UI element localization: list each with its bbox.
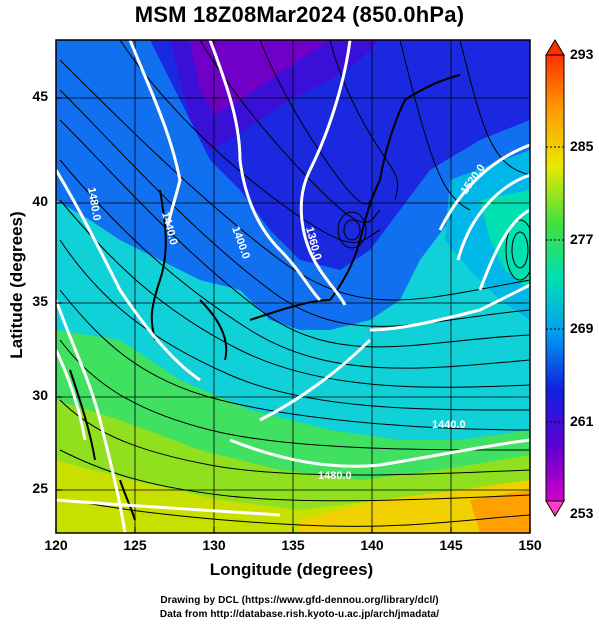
contour-label: 1440.0 [432,419,466,431]
x-tick-label: 140 [360,537,384,553]
y-tick-label: 30 [32,387,48,403]
colorbar-label: 285 [570,138,594,154]
height-contours [56,40,530,533]
colorbar-label: 261 [570,413,594,429]
graticule [56,40,530,533]
x-axis-label-text: Longitude (degrees) [209,560,374,579]
y-tick-label: 40 [32,193,48,209]
colorbar-gradient [545,54,565,502]
x-tick-label: 150 [518,537,542,553]
x-tick-label: 120 [44,537,68,553]
credit-data: Data from http://database.rish.kyoto-u.a… [159,609,440,620]
y-tick-label: 25 [32,480,48,496]
x-tick-label: 135 [281,537,305,553]
colorbar-label: 293 [570,46,594,62]
colorbar-label: 277 [570,231,594,247]
x-tick-label: 130 [202,537,226,553]
x-axis-label: Longitude (degrees) [0,560,599,580]
y-tick-label: 35 [32,293,48,309]
plot-title: MSM 18Z08Mar2024 (850.0hPa) [134,2,465,27]
x-tick-label: 125 [123,537,147,553]
credit-drawing: Drawing by DCL (https://www.gfd-dennou.o… [160,595,439,606]
colorbar-top-arrow [545,39,565,56]
contour-label: 1480.0 [85,186,103,221]
coastlines [69,74,461,521]
colorbar [545,39,565,517]
colorbar-label: 253 [570,505,594,521]
axis-ticks [55,97,531,533]
colorbar-label: 269 [570,320,594,336]
streamlines [59,40,530,527]
y-tick-label: 45 [32,88,48,104]
contour-label: 1480.0 [318,470,352,482]
y-axis-label: Latitude (degrees) [7,211,26,359]
x-tick-label: 145 [439,537,463,553]
colorbar-bottom-arrow [545,500,565,517]
